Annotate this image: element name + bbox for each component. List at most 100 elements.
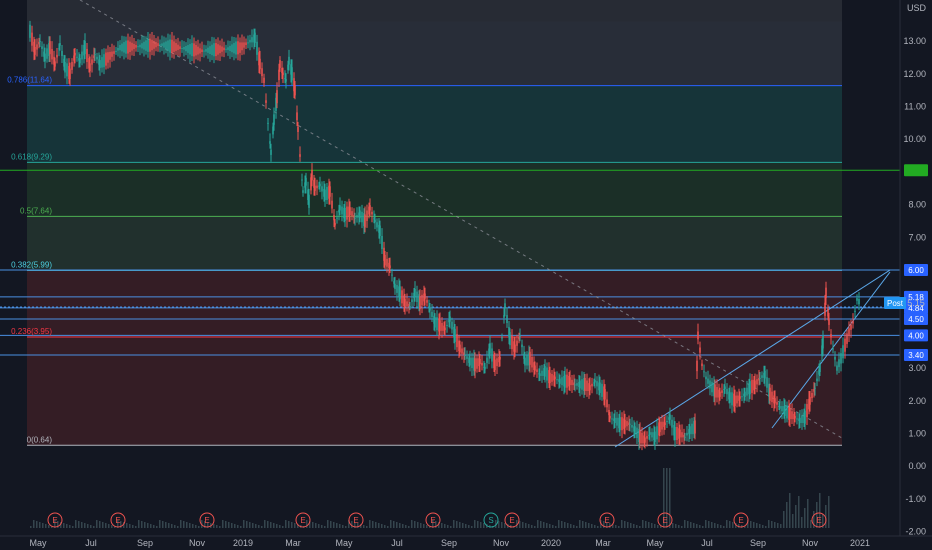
candle-body <box>297 126 299 133</box>
earnings-marker[interactable] <box>483 512 499 528</box>
volume-bar <box>432 520 434 528</box>
candle-body <box>461 348 463 354</box>
candle-body <box>399 286 401 300</box>
volume-bar <box>777 523 779 528</box>
candle-body <box>581 379 583 390</box>
volume-bar <box>477 521 479 528</box>
candle-body <box>428 306 430 308</box>
earnings-marker[interactable] <box>110 512 126 528</box>
volume-bar <box>828 496 830 528</box>
candle-body <box>389 265 391 269</box>
candle-body <box>803 412 805 424</box>
candle-body <box>484 366 486 370</box>
volume-bar <box>222 520 224 528</box>
earnings-marker[interactable] <box>504 512 520 528</box>
earnings-marker-label: E <box>52 516 57 525</box>
earnings-marker[interactable] <box>599 512 615 528</box>
candle-body <box>344 207 346 221</box>
volume-bar <box>261 526 263 528</box>
price-badge[interactable] <box>904 313 928 326</box>
candle-body <box>658 422 660 436</box>
candle-body <box>724 386 726 390</box>
candle-body <box>721 390 723 393</box>
candle-body <box>336 217 338 219</box>
volume-bar <box>516 520 518 528</box>
post-badge[interactable] <box>884 297 906 310</box>
candle-body <box>259 58 261 70</box>
x-axis-tick: 2020 <box>541 538 561 548</box>
earnings-marker[interactable] <box>657 512 673 528</box>
candle-body <box>243 42 245 48</box>
candle-body <box>809 396 811 405</box>
volume-bar <box>354 522 356 528</box>
earnings-marker[interactable] <box>47 512 63 528</box>
volume-bar <box>687 521 689 528</box>
candle-body <box>241 42 243 51</box>
volume-bar <box>378 523 380 528</box>
candle-body <box>93 55 95 59</box>
candle-body <box>471 357 473 369</box>
fib-level-label: 0.786(11.64) <box>7 76 52 85</box>
candle-body <box>824 302 826 316</box>
volume-bar <box>159 520 161 528</box>
earnings-marker[interactable] <box>425 512 441 528</box>
earnings-marker-label: S <box>488 516 493 525</box>
candle-body <box>131 42 133 51</box>
earnings-marker[interactable] <box>733 512 749 528</box>
candle-body <box>496 358 498 367</box>
candle-body <box>103 54 105 68</box>
candle-body <box>408 304 410 307</box>
volume-bar <box>684 520 686 528</box>
volume-bar <box>189 523 191 528</box>
candle-body <box>825 287 827 299</box>
volume-bar <box>105 523 107 528</box>
candle-body <box>56 54 58 58</box>
candle-body <box>827 308 829 317</box>
volume-bar <box>183 521 185 528</box>
volume-bar <box>180 520 182 528</box>
volume-bar <box>639 526 641 528</box>
y-axis-tick: 7.00 <box>908 232 926 242</box>
candle-body <box>99 60 101 68</box>
price-badge[interactable] <box>904 349 928 362</box>
price-badge[interactable] <box>904 164 928 177</box>
candle-body <box>278 69 280 81</box>
price-badge[interactable] <box>904 301 928 314</box>
wedge-upper-line[interactable] <box>614 269 891 448</box>
earnings-marker[interactable] <box>295 512 311 528</box>
candle-body <box>193 43 195 57</box>
price-badge[interactable] <box>904 329 928 342</box>
candle-body <box>119 45 121 51</box>
earnings-marker[interactable] <box>811 512 827 528</box>
earnings-marker[interactable] <box>199 512 215 528</box>
volume-bar <box>165 522 167 528</box>
candle-body <box>641 432 643 444</box>
candle-body <box>759 377 761 379</box>
candle-body <box>651 432 653 438</box>
price-badge[interactable] <box>904 290 928 303</box>
candle-body <box>311 169 313 181</box>
candle-body <box>203 50 205 52</box>
earnings-marker[interactable] <box>348 512 364 528</box>
candle-body <box>89 63 91 72</box>
volume-bar <box>345 526 347 528</box>
candle-body <box>749 381 751 395</box>
price-badge[interactable] <box>904 264 928 276</box>
volume-bar <box>726 520 728 528</box>
volume-bar <box>528 524 530 528</box>
wedge-lower-line[interactable] <box>771 271 891 429</box>
x-axis-tick: Jul <box>391 538 403 548</box>
candle-body <box>678 428 680 439</box>
candle-body <box>791 411 793 420</box>
candle-body <box>673 424 675 436</box>
volume-bar <box>441 523 443 528</box>
x-axis-tick: Jul <box>85 538 97 548</box>
volume-bar <box>582 521 584 528</box>
candle-body <box>591 383 593 387</box>
x-axis-tick: Sep <box>137 538 153 548</box>
candle-body <box>618 417 620 429</box>
volume-bar <box>144 522 146 528</box>
candle-body <box>237 41 239 55</box>
earnings-marker-label: E <box>509 516 514 525</box>
